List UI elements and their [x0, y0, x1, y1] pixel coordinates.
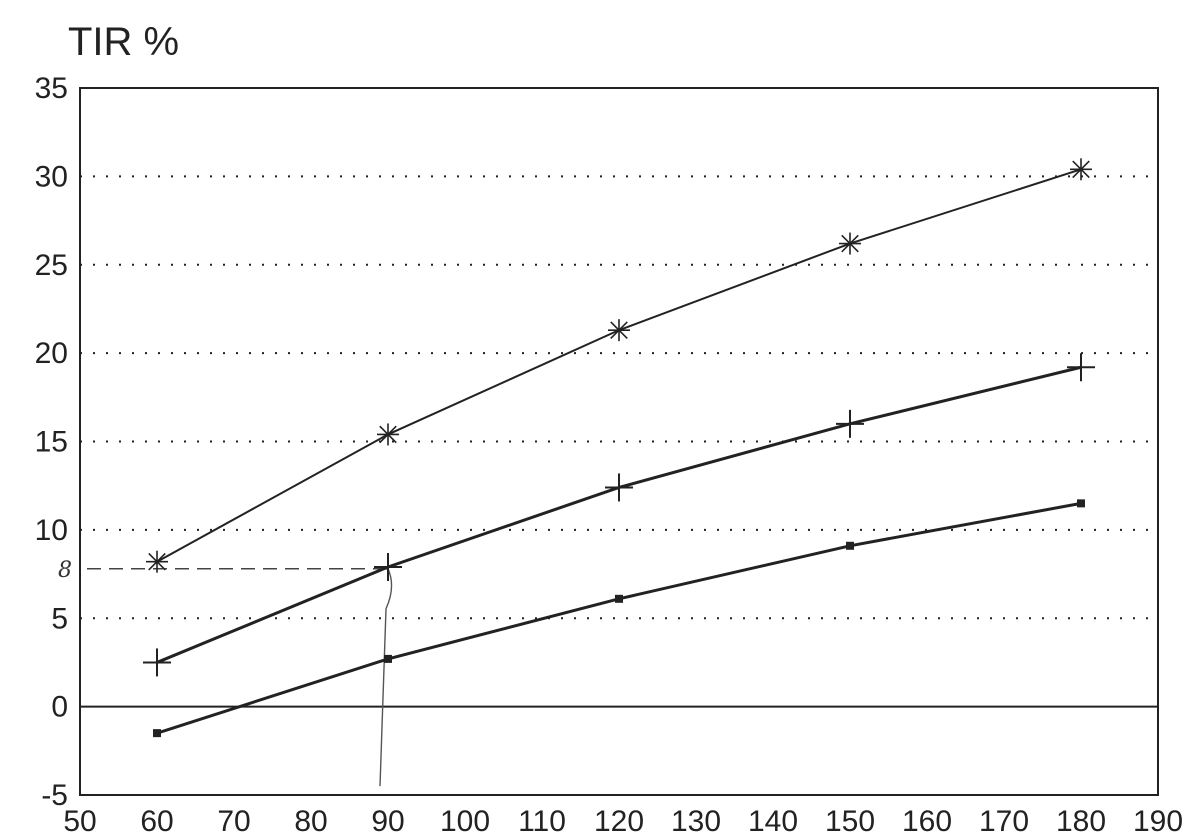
data-point [1077, 499, 1085, 508]
series-1 [146, 158, 1092, 573]
data-point [146, 550, 168, 573]
asterisk-stroke [841, 234, 859, 253]
asterisk-stroke [610, 321, 628, 339]
x-tick-label: 120 [594, 805, 644, 838]
data-point [1067, 353, 1095, 382]
x-tick-label: 80 [294, 805, 327, 838]
y-tick-label: 0 [51, 691, 68, 724]
x-tick-label: 60 [140, 805, 173, 838]
y-tick-label: 20 [35, 337, 68, 370]
data-point [605, 473, 633, 502]
data-point [615, 594, 623, 603]
data-point [153, 729, 161, 738]
x-tick-label: 170 [979, 805, 1029, 838]
y-tick-label: 10 [35, 514, 68, 547]
x-tick-label: 100 [440, 805, 490, 838]
x-tick-label: 160 [902, 805, 952, 838]
x-tick-label: 150 [825, 805, 875, 838]
y-tick-label: 25 [35, 249, 68, 282]
series-3 [153, 499, 1085, 738]
series-2 [143, 353, 1095, 677]
data-point [608, 319, 630, 342]
x-tick-label: 50 [63, 805, 96, 838]
asterisk-stroke [148, 552, 166, 571]
y-tick-label: 35 [35, 72, 68, 105]
data-point [839, 232, 861, 255]
plot-frame [79, 87, 1159, 796]
annotation-stroke [379, 568, 393, 787]
x-tick-label: 140 [748, 805, 798, 838]
annotation-label: 8 [58, 558, 72, 583]
data-point [384, 654, 392, 663]
grid-layer [80, 175, 1158, 620]
y-tick-label: -5 [41, 779, 68, 812]
data-point [846, 541, 854, 550]
data-point [1070, 158, 1092, 181]
x-tick-label: 90 [371, 805, 404, 838]
y-tick-label: 15 [35, 426, 68, 459]
asterisk-stroke [1072, 160, 1090, 179]
data-point [374, 552, 402, 581]
asterisk-stroke [379, 425, 397, 444]
y-tick-label: 30 [35, 160, 68, 193]
x-tick-label: 180 [1056, 805, 1106, 838]
series-line [156, 365, 1082, 664]
series-line [156, 168, 1082, 563]
data-point [143, 648, 171, 677]
annotation-layer: 8 [58, 558, 393, 787]
x-tick-label: 110 [518, 805, 566, 838]
x-tick-label: 130 [671, 805, 721, 838]
x-tick-label: 70 [217, 805, 250, 838]
chart-title: TIR % [68, 20, 179, 64]
series-line [156, 501, 1082, 735]
data-point [836, 409, 864, 438]
data-point [377, 423, 399, 446]
axis-layer: -5 0 5 10 15 20 25 30 35 50 60 70 80 90 100 110 120 130 14… [35, 72, 1183, 838]
series-layer [143, 158, 1095, 738]
x-tick-label: 190 [1133, 805, 1183, 838]
y-tick-label: 5 [51, 602, 68, 635]
